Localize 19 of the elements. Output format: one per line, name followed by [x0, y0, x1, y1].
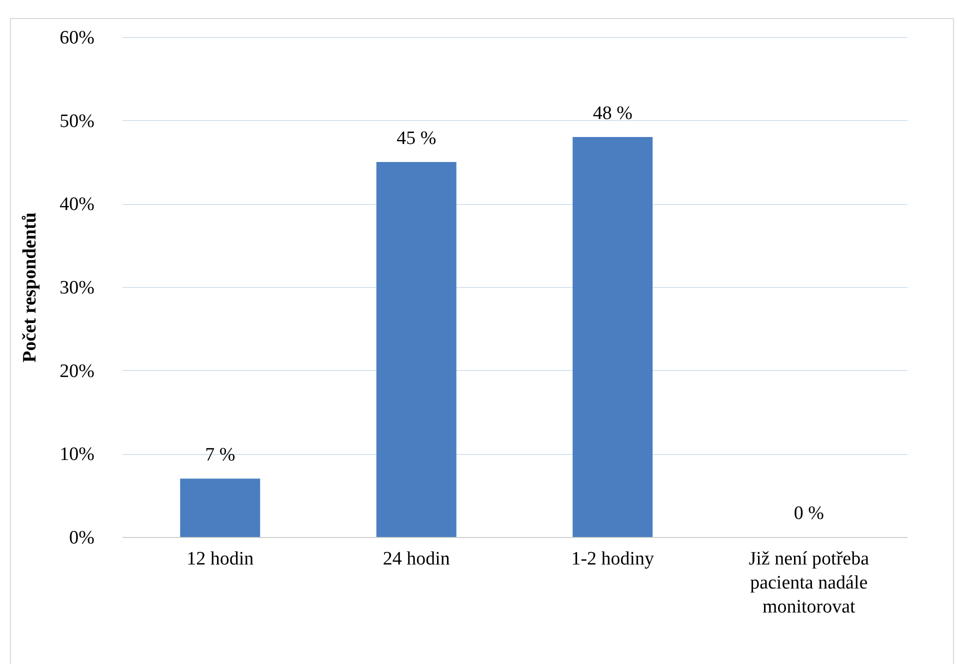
y-tick-label: 30% [60, 278, 95, 298]
bar [572, 137, 653, 537]
bar [376, 162, 456, 537]
y-axis-title: Počet respondentů [20, 212, 41, 363]
data-label: 0 % [794, 503, 824, 524]
data-label: 48 % [592, 103, 633, 124]
x-tick-label: Již není potřeba pacienta nadále monitorovat [748, 548, 870, 618]
x-tick-label: 1-2 hodiny [571, 548, 655, 570]
y-tick-label: 20% [60, 360, 95, 382]
bar [180, 478, 260, 537]
y-tick-label: 0% [69, 528, 95, 548]
x-tick-label: 24 hodin [382, 548, 450, 570]
data-label: 7 % [205, 444, 236, 466]
x-tick-label: 12 hodin [186, 548, 254, 570]
data-label: 45 % [396, 128, 436, 149]
y-tick-label: 10% [60, 444, 95, 466]
y-tick-label: 40% [60, 194, 95, 216]
y-tick-label: 50% [60, 110, 95, 132]
y-tick-label: 60% [60, 28, 95, 48]
